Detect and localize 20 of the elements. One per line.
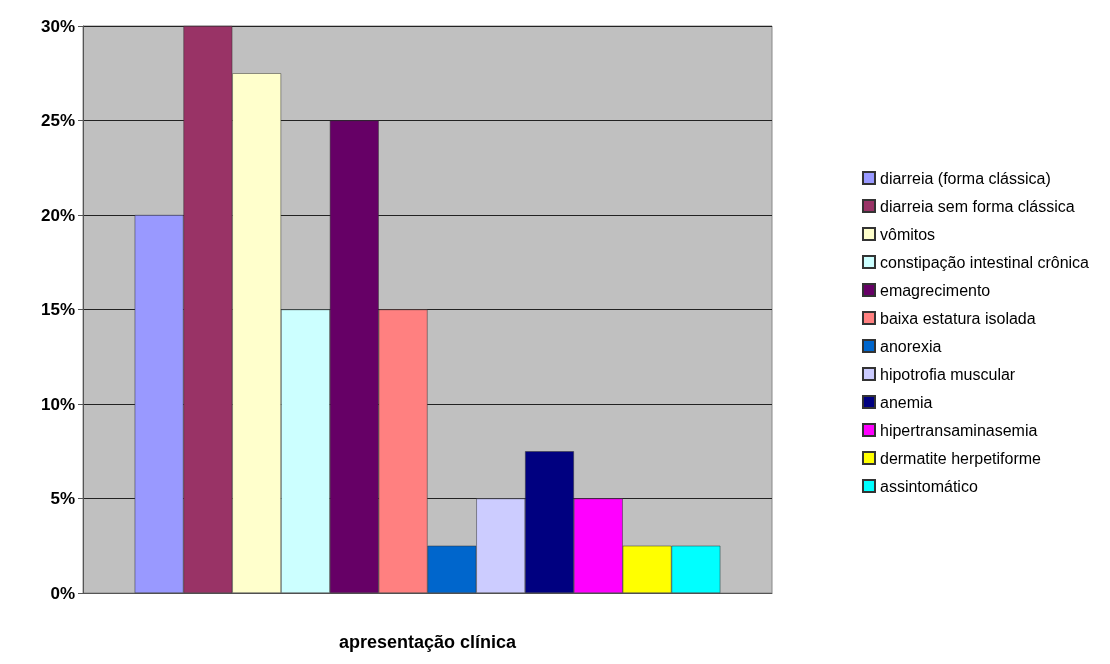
y-tick-label: 30% [40, 16, 75, 36]
y-tick-label: 5% [50, 489, 75, 508]
legend-label: constipação intestinal crônica [879, 253, 1090, 271]
legend-label: assintomático [879, 477, 978, 495]
y-tick-label: 15% [40, 300, 75, 319]
y-tick-label: 10% [40, 394, 75, 414]
y-tick-label: 0% [50, 583, 75, 603]
legend-label: baixa estatura isolada [879, 309, 1036, 327]
legend-label: anorexia [879, 337, 942, 355]
legend-label: vômitos [879, 225, 936, 243]
y-tick-label: 25% [40, 111, 75, 130]
legend-label: hipertransaminasemia [879, 421, 1038, 439]
legend-label: diarreia (forma clássica) [879, 169, 1051, 187]
legend-label: diarreia sem forma clássica [879, 197, 1075, 215]
legend-label: anemia [879, 393, 933, 411]
legend-label: emagrecimento [879, 281, 991, 299]
legend-label: hipotrofia muscular [879, 365, 1016, 383]
x-axis-title: apresentação clínica [338, 632, 518, 652]
legend-label: dermatite herpetiforme [879, 449, 1042, 467]
y-tick-label: 20% [40, 205, 75, 225]
